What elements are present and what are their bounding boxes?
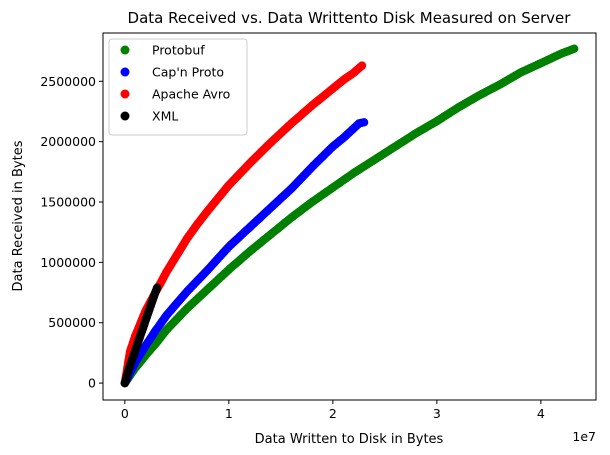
series-1 xyxy=(120,118,369,388)
legend-marker xyxy=(120,111,130,121)
legend-marker xyxy=(120,67,130,77)
plot-frame xyxy=(102,32,597,401)
y-axis-label: Data Received in Bytes xyxy=(11,140,26,291)
y-tick-label: 1500000 xyxy=(40,195,96,210)
data-point xyxy=(152,283,162,292)
chart-title: Data Received vs. Data Writtento Disk Me… xyxy=(128,9,572,27)
y-axis-ticks: 0 500000 1000000 1500000 2000000 2500000 xyxy=(40,74,103,391)
series-0 xyxy=(120,44,579,388)
plot-points xyxy=(120,44,579,388)
x-tick-label: 0 xyxy=(121,406,129,421)
legend-marker xyxy=(120,89,130,99)
data-point xyxy=(570,44,579,53)
series-2 xyxy=(120,61,367,388)
x-axis-offset-label: 1e7 xyxy=(572,429,596,444)
legend: Protobuf Cap'n Proto Apache Avro XML xyxy=(108,38,248,136)
y-tick-label: 1000000 xyxy=(40,255,96,270)
data-point xyxy=(359,118,369,127)
legend-label: Protobuf xyxy=(152,43,205,58)
y-tick-label: 2000000 xyxy=(40,134,96,149)
x-tick-label: 3 xyxy=(433,406,441,421)
x-tick-label: 2 xyxy=(329,406,337,421)
y-tick-label: 0 xyxy=(88,376,96,391)
data-point xyxy=(357,61,367,70)
legend-marker xyxy=(120,45,130,55)
legend-label: Cap'n Proto xyxy=(152,65,224,80)
y-tick-label: 2500000 xyxy=(40,74,96,89)
legend-label: Apache Avro xyxy=(152,87,230,102)
legend-label: XML xyxy=(152,109,178,124)
x-axis-ticks: 0 1 2 3 4 xyxy=(121,400,545,421)
y-tick-label: 500000 xyxy=(48,315,96,330)
series-3 xyxy=(120,283,162,388)
legend-box xyxy=(108,38,248,136)
x-axis-label: Data Written to Disk in Bytes xyxy=(255,432,444,447)
x-tick-label: 4 xyxy=(537,406,545,421)
x-tick-label: 1 xyxy=(225,406,233,421)
